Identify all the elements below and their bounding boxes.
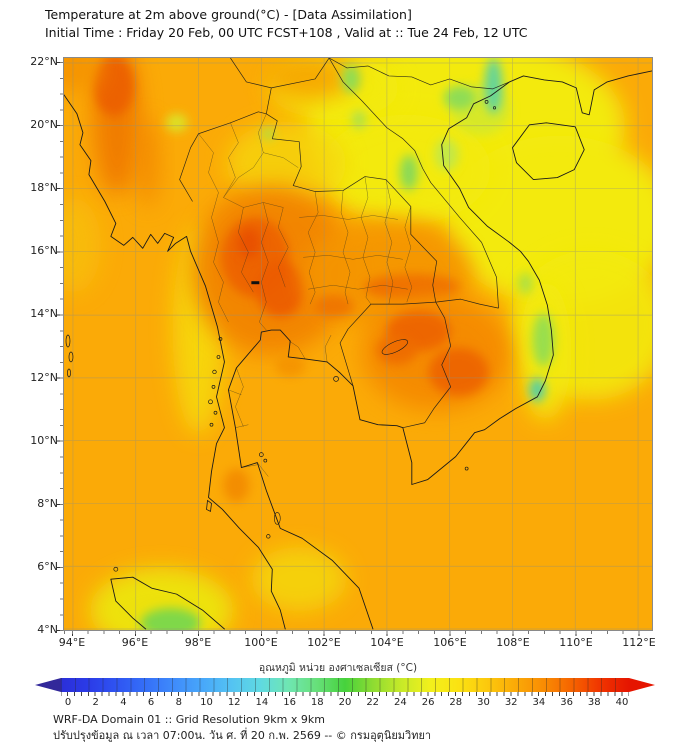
- cb-tick: 30: [477, 697, 490, 708]
- footer: WRF-DA Domain 01 :: Grid Resolution 9km …: [53, 712, 431, 743]
- temperature-field-svg: [64, 58, 652, 630]
- colorbar-arrow-left: [35, 678, 61, 692]
- lat-label: 4°N: [37, 623, 58, 636]
- station-marker: [251, 281, 260, 285]
- lon-label: 94°E: [58, 636, 86, 649]
- lakes-islands: [65, 100, 497, 572]
- cb-tick: 20: [338, 697, 352, 708]
- y-axis-minor-ticks: [60, 57, 63, 631]
- colorbar-tick-labels: 0 2 4 6 8 10 12 14 16 18 20 22 24 26 28 …: [64, 697, 629, 711]
- lat-label: 20°N: [30, 118, 58, 131]
- x-axis-minor-ticks: [63, 631, 653, 634]
- cb-tick: 26: [421, 697, 435, 708]
- cb-tick: 28: [449, 697, 463, 708]
- cb-tick: 0: [64, 697, 72, 708]
- lat-label: 8°N: [37, 497, 58, 510]
- province-borders: [198, 113, 413, 477]
- coastline: [64, 70, 652, 630]
- cb-tick: 12: [227, 697, 241, 708]
- footer-domain-info: WRF-DA Domain 01 :: Grid Resolution 9km …: [53, 713, 325, 726]
- colorbar-body: [61, 678, 629, 692]
- colorbar-label: อุณหภูมิ หน่วย องศาเซลเซียส (°C): [258, 662, 418, 674]
- cb-tick: 40: [615, 697, 629, 708]
- cb-tick: 16: [283, 697, 296, 708]
- colorbar-arrow-right: [629, 678, 655, 692]
- footer-update-info: ปรับปรุงข้อมูล ณ เวลา 07:00น. วัน ศ. ที่…: [53, 728, 432, 742]
- cb-tick: 36: [560, 697, 573, 708]
- lon-label: 106°E: [433, 636, 467, 649]
- cb-tick: 18: [310, 697, 324, 708]
- cb-tick: 32: [504, 697, 518, 708]
- lon-label: 98°E: [184, 636, 212, 649]
- cb-tick: 38: [587, 697, 601, 708]
- lon-label: 102°E: [307, 636, 341, 649]
- lon-label: 112°E: [622, 636, 656, 649]
- cb-tick: 34: [532, 697, 546, 708]
- cb-tick: 4: [120, 697, 127, 708]
- lat-label: 14°N: [30, 307, 58, 320]
- colorbar: 0 2 4 6 8 10 12 14 16 18 20 22 24 26 28 …: [35, 678, 655, 718]
- page-title: Temperature at 2m above ground(°C) - [Da…: [45, 7, 412, 22]
- title-block: Temperature at 2m above ground(°C) - [Da…: [45, 6, 527, 42]
- colorbar-tick-marks: [61, 692, 629, 696]
- map-canvas: [63, 57, 653, 631]
- lon-label: 110°E: [559, 636, 593, 649]
- cb-tick: 6: [147, 697, 155, 708]
- lat-label: 12°N: [30, 371, 58, 384]
- cb-tick: 10: [200, 697, 213, 708]
- cb-tick: 24: [394, 697, 407, 708]
- lat-label: 10°N: [30, 434, 58, 447]
- cb-tick: 2: [92, 697, 99, 708]
- colorbar-cell-lines: [61, 678, 629, 692]
- lon-label: 100°E: [244, 636, 278, 649]
- lat-label: 6°N: [37, 560, 58, 573]
- lon-label: 108°E: [496, 636, 530, 649]
- lon-label: 104°E: [370, 636, 404, 649]
- temp-cool-patches: [140, 58, 555, 630]
- page-subtitle: Initial Time : Friday 20 Feb, 00 UTC FCS…: [45, 25, 528, 40]
- lat-label: 22°N: [30, 55, 58, 68]
- lon-label: 96°E: [121, 636, 149, 649]
- cb-tick: 22: [366, 697, 380, 708]
- lat-label: 18°N: [30, 181, 58, 194]
- grid-lines: [64, 58, 652, 630]
- cb-tick: 14: [255, 697, 269, 708]
- lat-label: 16°N: [30, 244, 58, 257]
- cb-tick: 8: [175, 697, 182, 708]
